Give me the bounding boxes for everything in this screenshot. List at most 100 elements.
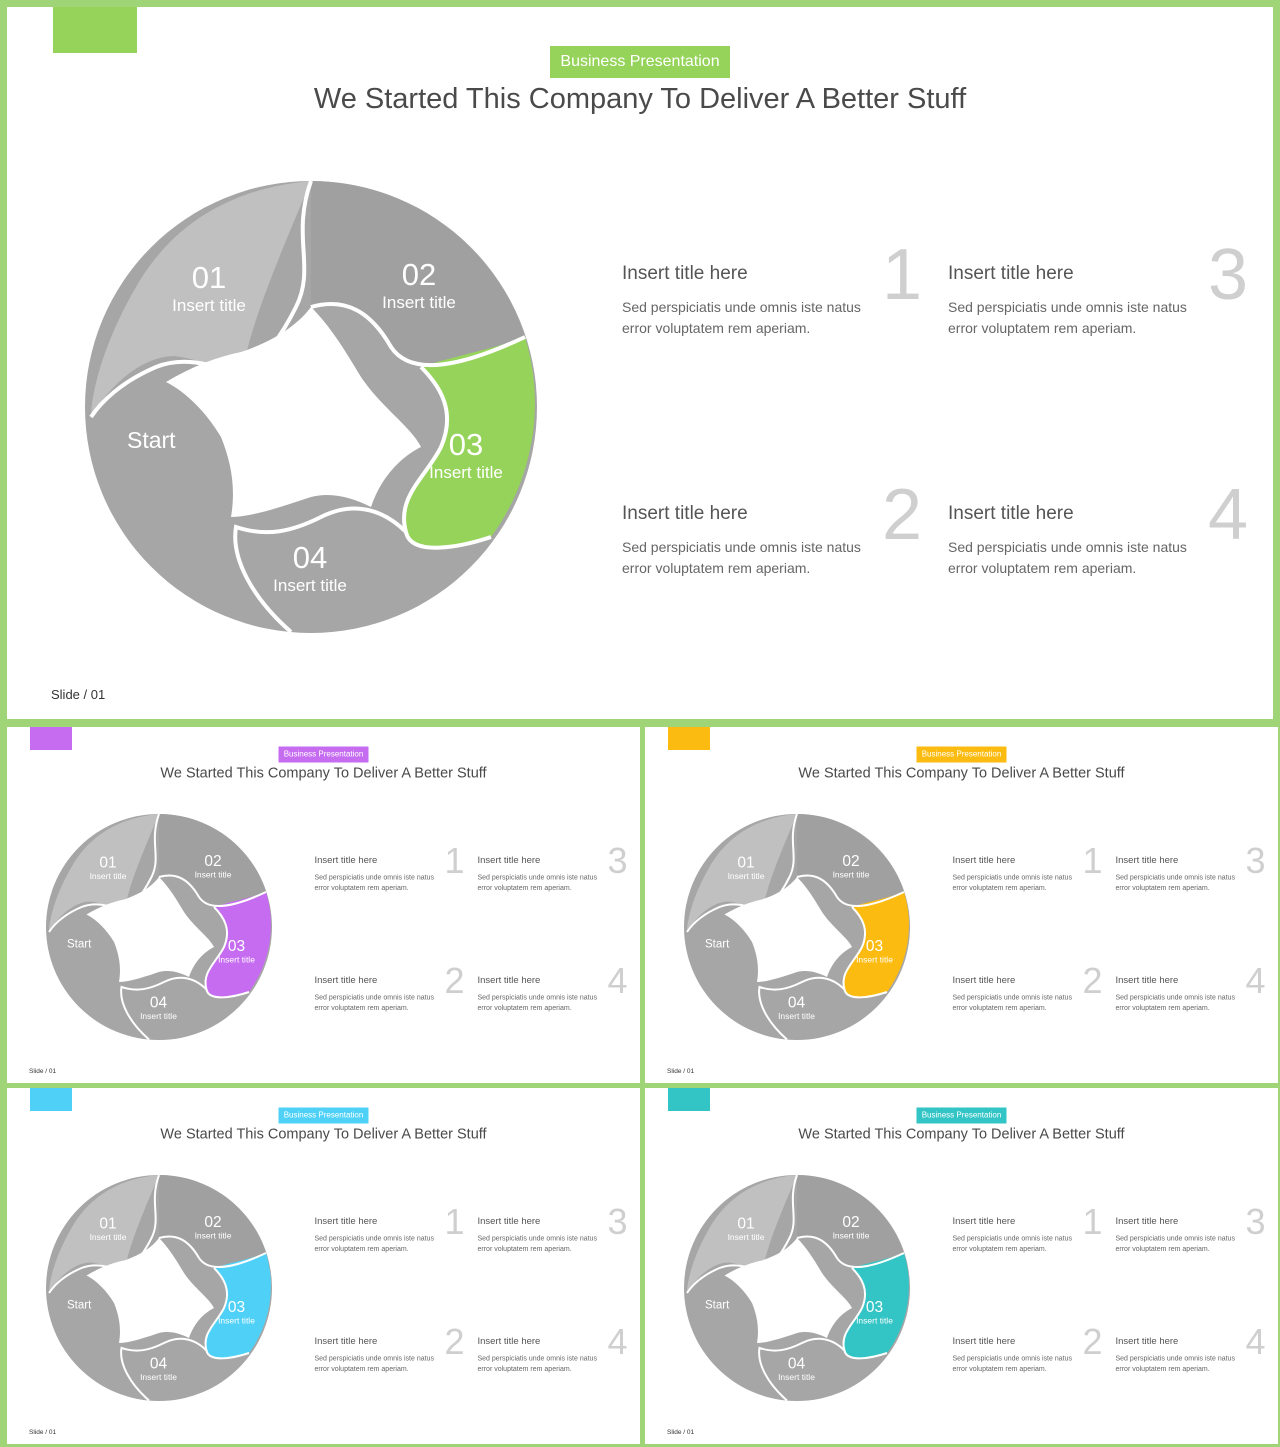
segment-02-shape (797, 1175, 904, 1268)
slide-title: We Started This Company To Deliver A Bet… (313, 83, 967, 115)
slide-1[interactable]: Business Presentation We Started This Co… (7, 7, 1273, 719)
start-label: Start (705, 937, 730, 950)
slide-2[interactable]: Business Presentation We Started This Co… (7, 727, 640, 1083)
info-item-title: Insert title here (314, 975, 378, 986)
info-item-title: Insert title here (622, 263, 748, 284)
slide-content: Business Presentation We Started This Co… (7, 727, 640, 1083)
slide-title: We Started This Company To Deliver A Bet… (160, 765, 487, 781)
info-item-title: Insert title here (948, 503, 1074, 524)
segment-02-label: 02 Insert title (178, 852, 248, 881)
divider-4 (758, 976, 846, 1041)
segment-01-number: 01 (191, 260, 227, 295)
divider-3 (204, 1267, 250, 1360)
accent-block (668, 1088, 710, 1111)
badge-label: Business Presentation (916, 1107, 1007, 1124)
slide-title: We Started This Company To Deliver A Bet… (798, 765, 1125, 781)
segment-04-title: Insert title (778, 1011, 815, 1022)
segment-01-title: Insert title (172, 296, 246, 315)
cycle-diagram-svg (46, 1174, 272, 1402)
segment-03-shape (205, 892, 271, 998)
accent-block (30, 727, 72, 750)
segment-04-title: Insert title (140, 1011, 177, 1022)
info-item-2: 2 Insert title here Sed perspiciatis und… (953, 1322, 1103, 1391)
segment-04-number: 04 (787, 993, 806, 1011)
segment-04-number: 04 (149, 1354, 168, 1372)
info-item-3: 3 Insert title here Sed perspiciatis und… (1116, 841, 1266, 910)
info-item-title: Insert title here (477, 1336, 541, 1347)
info-item-4: 4 Insert title here Sed perspiciatis und… (477, 961, 628, 1030)
center-star (724, 1238, 852, 1343)
info-item-title: Insert title here (1115, 975, 1179, 986)
info-item-text: Sed perspiciatis unde omnis iste natus e… (622, 539, 861, 576)
slide-5[interactable]: Business Presentation We Started This Co… (645, 1088, 1278, 1444)
segment-03-label: 03 Insert title (840, 937, 910, 966)
segment-02-number: 02 (204, 1213, 222, 1231)
accent-block (53, 7, 137, 53)
slide-number: Slide / 01 (51, 687, 106, 702)
cycle-diagram-svg (684, 1174, 910, 1402)
info-item-title: Insert title here (948, 263, 1074, 284)
start-label: Start (127, 427, 176, 453)
segment-02-label: 02 Insert title (349, 258, 489, 314)
divider-4 (120, 976, 208, 1041)
slide-title: We Started This Company To Deliver A Bet… (160, 1126, 487, 1142)
info-item-4: 4 Insert title here Sed perspiciatis und… (1116, 1322, 1266, 1391)
segment-03-shape (843, 1253, 909, 1359)
info-item-number: 4 (1245, 961, 1266, 1001)
info-item-title: Insert title here (477, 855, 541, 866)
segment-01-shape (49, 1175, 159, 1293)
info-item-4: 4 Insert title here Sed perspiciatis und… (477, 1322, 628, 1391)
segment-04-label: 04 Insert title (762, 1355, 832, 1383)
cycle-diagram: 01 Insert title 02 Insert title 03 Inser… (682, 812, 912, 1042)
segment-04-title: Insert title (778, 1372, 815, 1383)
center-star (86, 1238, 214, 1343)
segment-01-label: 01 Insert title (73, 1215, 143, 1243)
segment-02-shape (311, 181, 525, 366)
badge-row: Business Presentation (645, 746, 1278, 763)
segment-02-title: Insert title (194, 870, 232, 880)
segment-04-label: 04 Insert title (240, 541, 380, 597)
info-item-text: Sed perspiciatis unde omnis iste natus e… (952, 873, 1072, 892)
info-item-3: 3 Insert title here Sed perspiciatis und… (477, 1202, 628, 1271)
info-item-number: 1 (444, 1202, 465, 1242)
divider-2 (158, 1235, 267, 1269)
slide-4[interactable]: Business Presentation We Started This Co… (7, 1088, 640, 1444)
badge-label: Business Presentation (916, 746, 1007, 763)
slide-3[interactable]: Business Presentation We Started This Co… (645, 727, 1278, 1083)
info-item-text: Sed perspiciatis unde omnis iste natus e… (952, 993, 1072, 1012)
info-item-text: Sed perspiciatis unde omnis iste natus e… (622, 299, 861, 336)
segment-01-shape (49, 814, 159, 932)
segment-01-shape (91, 181, 311, 417)
segment-01-label: 01 Insert title (711, 854, 781, 882)
cycle-diagram-svg (46, 813, 272, 1041)
info-item-text: Sed perspiciatis unde omnis iste natus e… (477, 993, 597, 1012)
info-item-1: 1 Insert title here Sed perspiciatis und… (622, 235, 922, 373)
segment-02-number: 02 (204, 852, 222, 870)
segment-02-number: 02 (842, 1213, 860, 1231)
info-item-title: Insert title here (314, 855, 378, 866)
info-item-number: 2 (444, 1322, 465, 1362)
info-item-number: 4 (607, 1322, 628, 1362)
divider-4 (120, 1337, 208, 1402)
segment-02-title: Insert title (832, 1231, 870, 1241)
info-item-2: 2 Insert title here Sed perspiciatis und… (952, 961, 1103, 1030)
start-label: Start (67, 937, 92, 950)
info-item-text: Sed perspiciatis unde omnis iste natus e… (477, 1234, 597, 1253)
info-item-title: Insert title here (1115, 1216, 1179, 1227)
info-item-3: 3 Insert title here Sed perspiciatis und… (948, 235, 1248, 373)
info-item-title: Insert title here (952, 975, 1016, 986)
divider-3 (402, 365, 492, 550)
segment-01-title: Insert title (89, 871, 127, 882)
accent-block (668, 727, 710, 750)
accent-block (30, 1088, 72, 1111)
segment-03-title: Insert title (218, 1316, 255, 1326)
info-item-1: 1 Insert title here Sed perspiciatis und… (953, 1202, 1103, 1271)
info-item-title: Insert title here (477, 975, 541, 986)
segment-04-number: 04 (149, 993, 168, 1011)
slide-number: Slide / 01 (667, 1428, 695, 1436)
info-item-4: 4 Insert title here Sed perspiciatis und… (948, 475, 1248, 613)
cycle-diagram: 01 Insert title 02 Insert title 03 Inser… (682, 1173, 912, 1403)
segment-02-title: Insert title (194, 1231, 232, 1241)
divider-4 (233, 506, 408, 634)
badge-label: Business Presentation (278, 746, 369, 763)
